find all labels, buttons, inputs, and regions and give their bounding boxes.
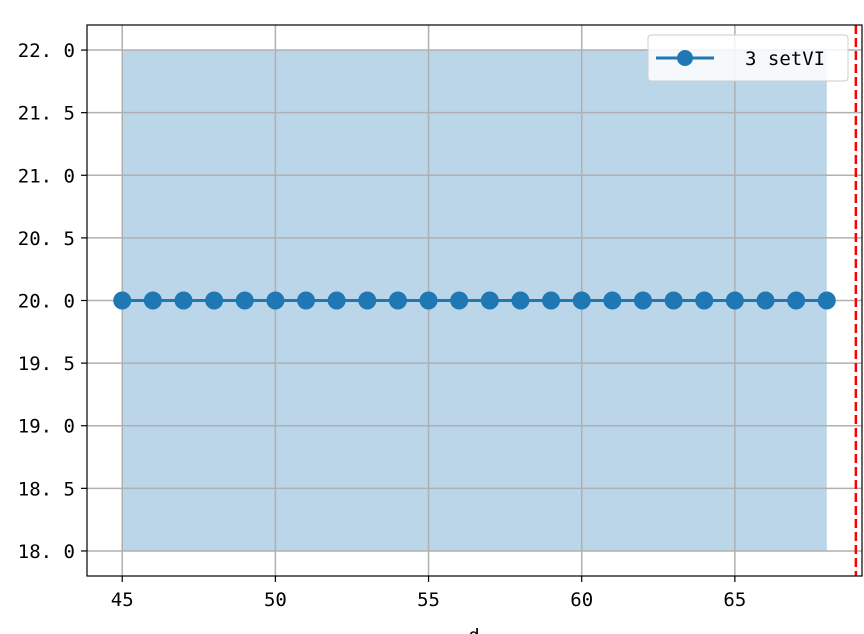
data-point	[695, 291, 714, 310]
data-point	[174, 291, 193, 310]
data-point	[358, 291, 377, 310]
y-tick-label: 21. 5	[18, 103, 75, 125]
legend-entry-label: 3 setVI	[745, 48, 825, 70]
data-point	[633, 291, 652, 310]
data-point	[143, 291, 162, 310]
data-point	[266, 291, 285, 310]
data-point	[817, 291, 836, 310]
y-tick-label: 18. 0	[18, 541, 75, 563]
x-tick-label: 60	[570, 589, 593, 611]
y-tick-label: 18. 5	[18, 478, 75, 500]
y-tick-label: 19. 5	[18, 353, 75, 375]
data-point	[327, 291, 346, 310]
y-tick-label: 22. 0	[18, 40, 75, 62]
data-point	[205, 291, 224, 310]
data-point	[511, 291, 530, 310]
data-point	[664, 291, 683, 310]
y-tick-label: 19. 0	[18, 416, 75, 438]
x-tick-layer: 45 50 55 60 65	[111, 576, 746, 611]
y-tick-layer: 18. 0 18. 5 19. 0 19. 5 20. 0 20. 5 21. 0 21. 5…	[18, 40, 87, 563]
x-axis-label: d	[468, 625, 479, 634]
y-tick-label: 20. 5	[18, 228, 75, 250]
y-tick-label: 20. 0	[18, 291, 75, 313]
data-point	[297, 291, 316, 310]
y-tick-label: 21. 0	[18, 165, 75, 187]
x-tick-label: 45	[111, 589, 134, 611]
data-point	[388, 291, 407, 310]
legend-marker-swatch	[677, 50, 693, 66]
legend-frame	[647, 34, 849, 82]
grid-layer	[87, 25, 862, 576]
data-point	[603, 291, 622, 310]
data-point	[787, 291, 806, 310]
data-point	[419, 291, 438, 310]
x-tick-label: 50	[264, 589, 287, 611]
data-point	[480, 291, 499, 310]
data-point	[450, 291, 469, 310]
x-tick-label: 65	[723, 589, 746, 611]
legend: 3 setVI	[647, 34, 849, 82]
data-point	[542, 291, 561, 310]
data-point	[572, 291, 591, 310]
x-tick-label: 55	[417, 589, 440, 611]
data-point	[756, 291, 775, 310]
data-point	[113, 291, 132, 310]
data-point	[235, 291, 254, 310]
series-layer	[113, 291, 836, 310]
data-point	[725, 291, 744, 310]
